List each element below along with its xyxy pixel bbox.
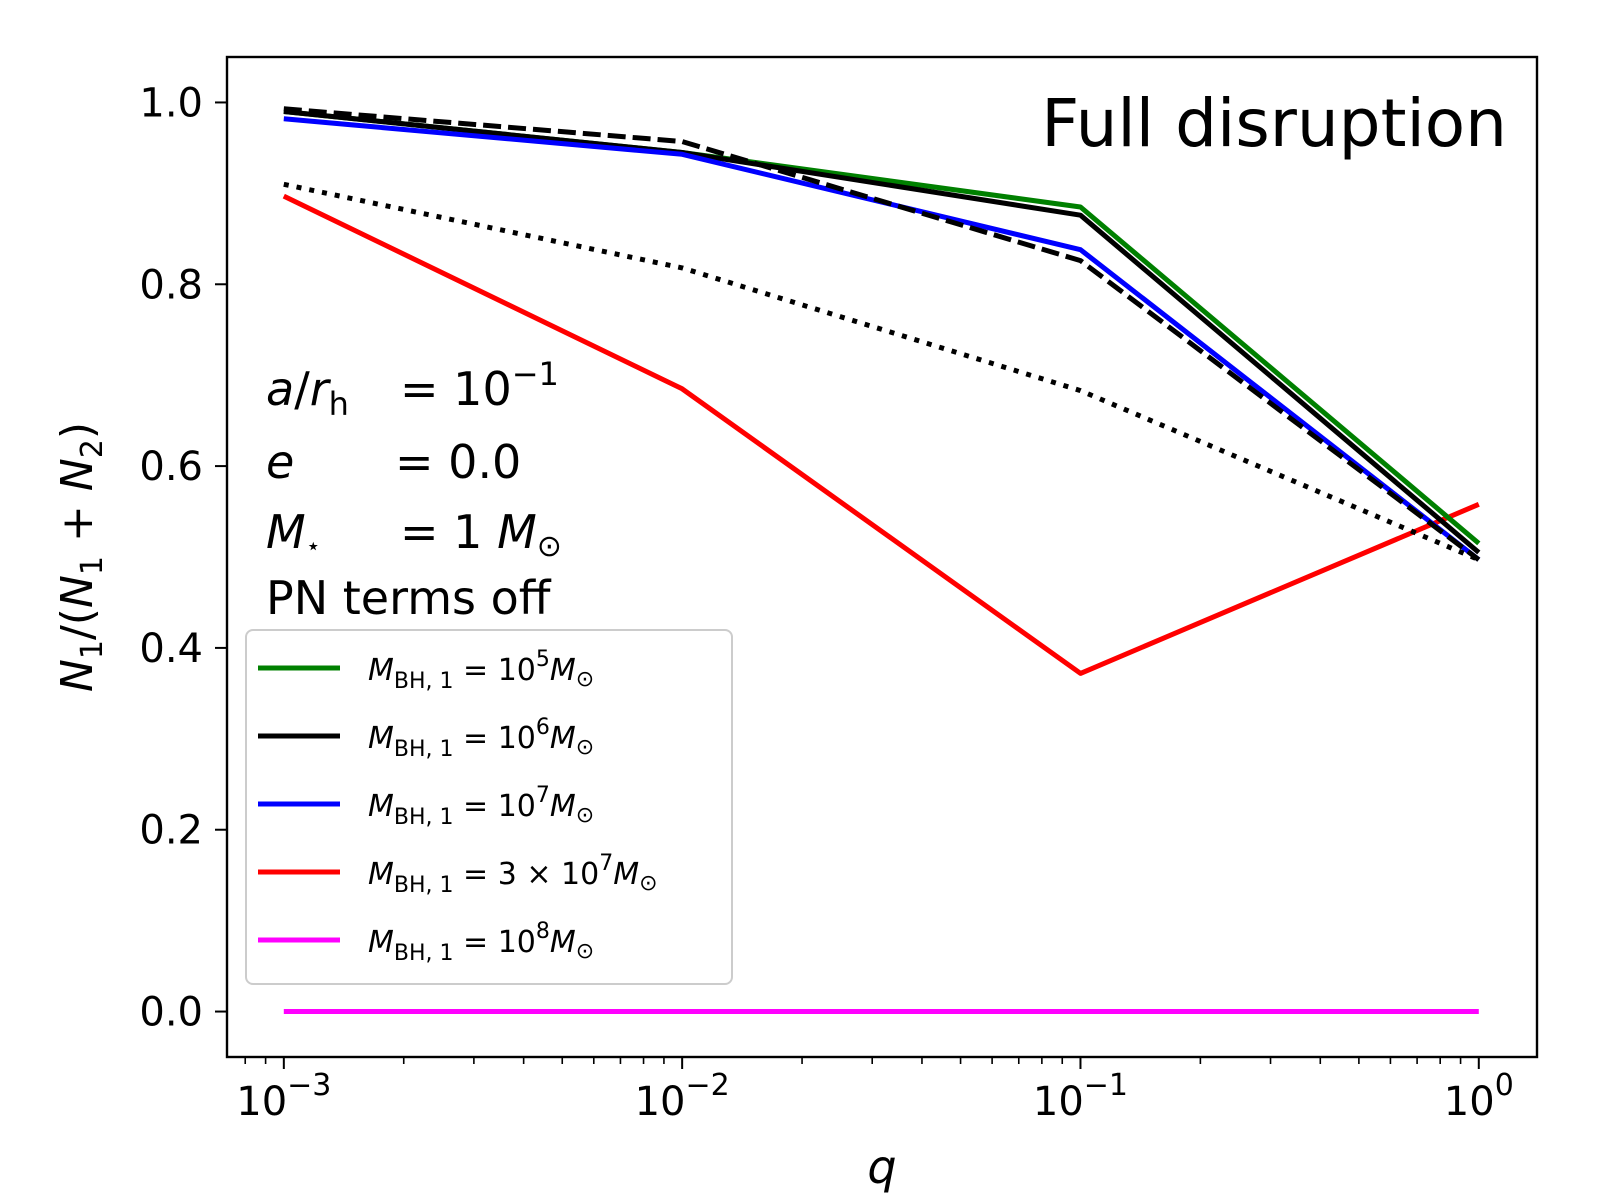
y-tick-label: 0.8 — [139, 262, 203, 308]
legend-box — [245, 629, 733, 985]
axes-frame — [225, 55, 1539, 1059]
x-tick-label: 10−1 — [1033, 1068, 1128, 1125]
y-tick-label: 0.4 — [139, 626, 203, 672]
legend-label-green: MBH, 1 = 105M⊙ — [368, 647, 594, 694]
y-tick-label: 0.0 — [139, 990, 203, 1036]
plot-area — [282, 106, 1481, 1014]
annotation-block: a/rh = 10−1 e = 0.0 M⋆ = 1 M⊙ PN terms off — [266, 355, 562, 625]
annotation-separation: a/rh = 10−1 — [266, 355, 559, 423]
reference-line-dotted-ref — [283, 181, 1480, 563]
annotation-eccentricity: e = 0.0 — [266, 435, 521, 489]
legend-label-magenta: MBH, 1 = 108M⊙ — [368, 919, 594, 966]
y-tick-label: 0.6 — [139, 444, 203, 490]
x-tick-label: 10−2 — [635, 1068, 730, 1125]
y-tick-label: 1.0 — [139, 80, 203, 126]
legend-label-black: MBH, 1 = 106M⊙ — [368, 715, 594, 762]
x-tick-label: 100 — [1444, 1068, 1514, 1125]
axis-ticks: 10−3 10−2 10−1 100 0.0 0.2 0.4 0.6 0.8 1.0 — [139, 80, 1513, 1125]
legend-label-red: MBH, 1 = 3 × 107M⊙ — [368, 851, 658, 898]
series-line-black — [283, 109, 1481, 555]
y-tick-label: 0.2 — [139, 808, 203, 854]
x-tick-label: 10−3 — [236, 1068, 331, 1125]
legend-label-blue: MBH, 1 = 107M⊙ — [368, 783, 594, 830]
annotation-pn-terms: PN terms off — [266, 571, 552, 625]
annotation-stellar-mass: M⋆ = 1 M⊙ — [266, 505, 562, 564]
reference-line-dashed-ref — [283, 106, 1481, 562]
series-line-red — [282, 193, 1480, 676]
x-axis-label: q — [867, 1140, 896, 1194]
y-axis-label: N1/(N1 + N2) — [52, 422, 110, 692]
chart-title: Full disruption — [1041, 85, 1507, 162]
legend: MBH, 1 = 105M⊙ MBH, 1 = 106M⊙ MBH, 1 = 107… — [245, 629, 733, 985]
